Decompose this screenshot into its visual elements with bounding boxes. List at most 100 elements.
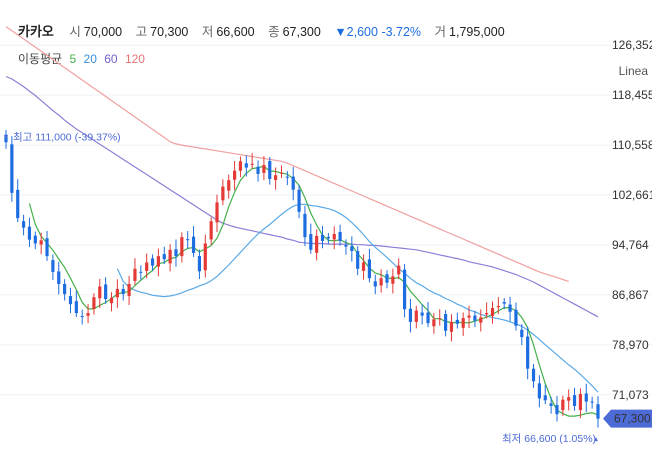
candle-down [4,129,8,149]
candle-body [315,235,319,253]
candle-body [578,393,583,411]
ma5-label: 5 [69,52,77,66]
candle-up [332,226,336,250]
candle-body [80,316,84,318]
candle-down [508,296,512,322]
candle-up [449,314,454,342]
change-value: ▼2,600 -3.72% [334,25,422,39]
ma120-label: 120 [124,52,145,66]
candle-down [555,396,559,422]
candle-body [309,234,313,250]
candle-up [145,253,149,279]
price-summary: 카카오 시 70,000 고 70,300 저 66,600 종 67,300 ▼2,6… [18,21,515,40]
candle-body [432,319,436,327]
candle-down [297,184,301,219]
candle-body [221,186,225,201]
high-annotation-label: 최고 [13,131,35,143]
candle-body [485,313,489,315]
low-marker-icon [594,437,598,442]
candle-body [373,281,377,287]
candle-body [21,221,26,228]
candle-down [373,274,377,295]
candle-up [315,229,319,261]
candle-body [145,262,149,271]
candle-down [420,304,424,325]
candle-down [51,254,55,281]
candle-body [408,308,413,322]
candle-body [227,180,231,191]
open-label: 시 [69,25,81,39]
candle-body [104,284,108,300]
candle-up [98,278,102,308]
ma20-label: 20 [83,52,97,66]
y-tick-label: 94,764 [612,238,649,252]
candle-up [467,305,471,329]
candles [4,129,600,428]
candle-up [227,174,231,199]
candle-down [514,302,518,331]
candle-body [86,313,90,316]
candle-down [350,236,354,262]
candle-down [455,312,459,329]
candle-body [98,286,102,299]
candle-up [485,302,489,319]
candle-body [444,314,448,331]
candle-body [332,233,336,240]
candle-up [567,389,571,411]
candle-down [63,279,67,301]
ma5-line [28,165,599,417]
candle-body [203,243,207,271]
candle-down [244,155,248,177]
candle-down [543,384,547,405]
candle-body [561,399,565,411]
candle-body [596,404,600,419]
candle-down [309,223,313,254]
candle-down [549,396,553,414]
candle-down [590,396,594,409]
candle-down [473,310,477,328]
candle-down [320,225,325,249]
candle-down [74,290,78,318]
candle-up [414,305,418,329]
ma-legend-title: 이동평균 [18,52,63,66]
high-annotation: 최고 111,000 (-39.37%) [13,131,121,143]
candle-up [215,194,219,233]
candle-body [197,255,202,272]
candle-down [367,248,372,283]
candle-up [168,244,172,272]
candle-down [408,298,413,333]
ma120-line [5,26,569,282]
candle-body [344,244,348,247]
candle-body [320,234,325,241]
scale-mode-label[interactable]: Linea [618,64,648,78]
candle-body [338,231,342,241]
low-annotation: 최저 66,600 (1.05%) [502,433,596,445]
candle-body [514,309,518,326]
candle-body [490,307,495,317]
candle-up [115,279,119,308]
candle-body [168,249,172,264]
candle-up [221,179,225,206]
low-annotation-text: 66,600 (1.05%) [524,433,596,445]
candle-body [391,276,395,284]
last-price-tag [603,409,652,428]
candle-body [150,258,155,266]
moving-average-legend[interactable]: 이동평균 5 20 60 120 [18,50,149,67]
candle-down [139,265,143,280]
candle-down [502,298,506,310]
candle-down [186,231,190,249]
candle-body [68,296,73,305]
candle-up [496,297,500,315]
candle-down [174,239,178,267]
grid [0,44,652,396]
candle-body [27,226,32,240]
candle-body [508,304,512,312]
candle-body [467,315,471,318]
candle-up [86,304,90,324]
volume-value: 1,795,000 [449,25,505,39]
candle-body [256,166,260,174]
candle-body [57,271,61,284]
candle-body [39,240,43,245]
ma60-line [5,75,599,318]
